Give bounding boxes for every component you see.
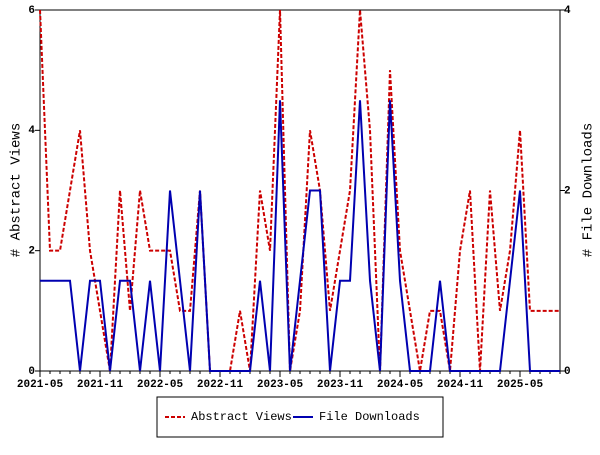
y-tick-label: 4 [28, 125, 35, 137]
series-line [39, 9, 560, 372]
series-line [40, 100, 560, 372]
x-tick-label: 2023-11 [317, 379, 364, 391]
x-tick-label: 2021-05 [17, 379, 64, 391]
x-tick-label: 2021-11 [77, 379, 124, 391]
y2-tick-label: 0 [564, 366, 571, 378]
x-tick-label: 2022-05 [137, 379, 184, 391]
x-tick-label: 2024-11 [437, 379, 484, 391]
x-tick-label: 2025-05 [497, 379, 544, 391]
y-tick-label: 6 [28, 5, 35, 17]
y-tick-label: 2 [28, 246, 35, 258]
y2-tick-label: 2 [564, 185, 571, 197]
y2-axis-label: # File Downloads [581, 123, 597, 257]
legend-box [156, 396, 444, 438]
legend-label: File Downloads [319, 410, 420, 424]
legend-label: Abstract Views [191, 410, 292, 424]
x-tick-label: 2023-05 [257, 379, 304, 391]
x-tick-label: 2022-11 [197, 379, 244, 391]
x-tick-label: 2024-05 [377, 379, 424, 391]
y-tick-label: 0 [28, 366, 35, 378]
y-axis-label: # Abstract Views [9, 123, 25, 257]
y2-tick-label: 4 [564, 5, 571, 17]
